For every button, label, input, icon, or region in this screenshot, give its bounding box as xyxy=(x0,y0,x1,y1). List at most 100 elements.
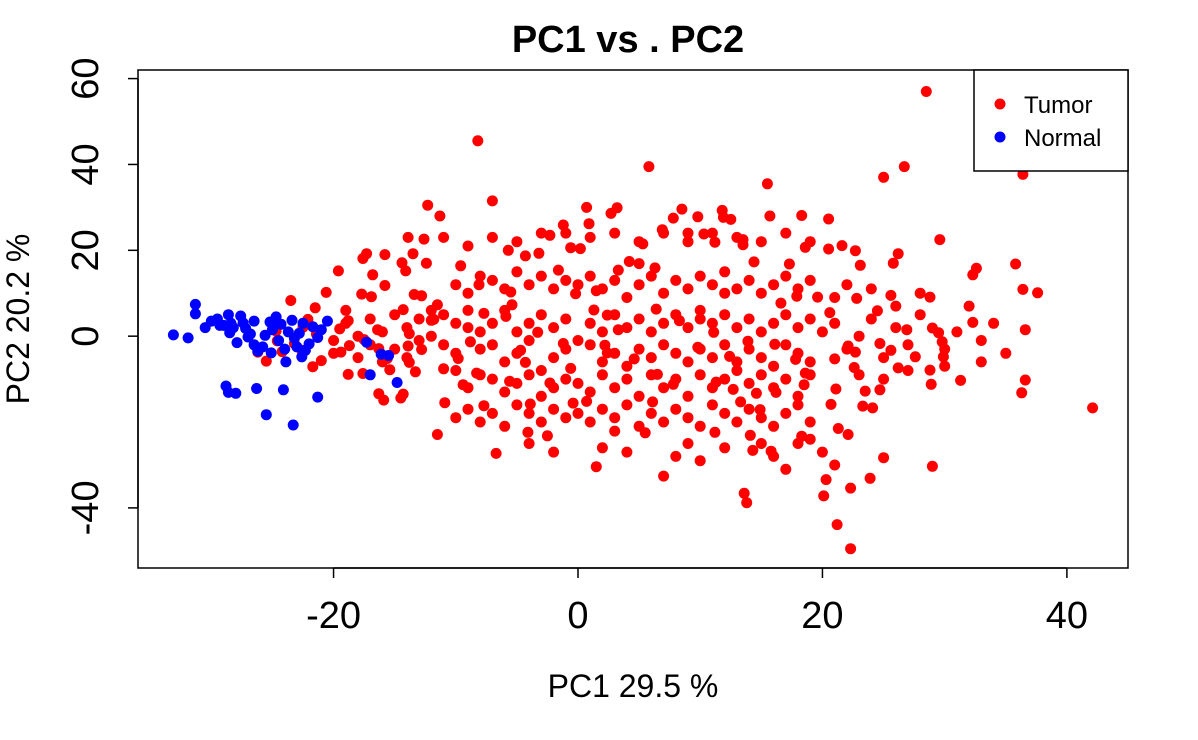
point-tumor-299 xyxy=(621,373,633,385)
point-tumor-394 xyxy=(450,412,462,424)
point-tumor-412 xyxy=(878,373,890,385)
point-tumor-191 xyxy=(567,397,579,409)
point-tumor-397 xyxy=(853,330,865,342)
point-tumor-156 xyxy=(342,368,354,380)
point-tumor-411 xyxy=(865,283,877,295)
point-normal-22 xyxy=(266,324,278,336)
point-tumor-423 xyxy=(804,433,816,445)
point-tumor-150 xyxy=(628,353,640,365)
point-tumor-260 xyxy=(499,304,511,316)
point-tumor-432 xyxy=(523,438,535,449)
point-tumor-236 xyxy=(584,339,596,351)
point-tumor-56 xyxy=(1010,258,1022,270)
point-tumor-86 xyxy=(309,302,321,314)
point-tumor-212 xyxy=(878,452,890,464)
point-tumor-40 xyxy=(407,248,419,260)
point-tumor-355 xyxy=(560,274,572,286)
point-tumor-359 xyxy=(511,266,523,278)
point-tumor-319 xyxy=(376,326,388,338)
point-tumor-251 xyxy=(768,360,780,372)
point-tumor-48 xyxy=(357,253,369,264)
point-tumor-18 xyxy=(823,213,835,225)
point-tumor-402 xyxy=(914,309,926,321)
point-tumor-408 xyxy=(829,292,841,303)
point-tumor-275 xyxy=(706,317,718,329)
point-tumor-404 xyxy=(951,326,963,338)
point-tumor-78 xyxy=(851,292,863,304)
point-tumor-421 xyxy=(829,459,841,471)
point-tumor-349 xyxy=(743,274,755,286)
point-tumor-347 xyxy=(719,266,731,278)
point-normal-56 xyxy=(383,350,395,361)
point-tumor-268 xyxy=(621,322,633,334)
point-tumor-327 xyxy=(401,352,413,364)
point-normal-24 xyxy=(273,335,285,346)
point-tumor-225 xyxy=(560,343,572,355)
point-normal-48 xyxy=(269,314,281,326)
point-tumor-231 xyxy=(486,339,498,351)
point-tumor-285 xyxy=(560,373,572,385)
point-tumor-207 xyxy=(832,423,844,434)
point-tumor-437 xyxy=(658,227,670,239)
point-tumor-81 xyxy=(1017,283,1029,295)
point-tumor-339 xyxy=(621,292,633,303)
point-tumor-439 xyxy=(706,227,718,239)
point-tumor-369 xyxy=(621,399,633,411)
point-tumor-293 xyxy=(462,382,474,394)
point-tumor-263 xyxy=(462,304,474,316)
point-tumor-440 xyxy=(731,231,743,243)
point-tumor-425 xyxy=(719,442,731,454)
point-tumor-47 xyxy=(892,248,904,260)
point-tumor-0 xyxy=(920,86,932,97)
point-tumor-371 xyxy=(645,407,657,419)
point-tumor-307 xyxy=(719,373,731,385)
point-tumor-30 xyxy=(402,231,414,243)
point-tumor-79 xyxy=(885,289,897,301)
point-tumor-153 xyxy=(909,351,921,363)
point-tumor-182 xyxy=(874,384,886,396)
point-tumor-353 xyxy=(792,283,804,295)
point-tumor-444 xyxy=(535,227,547,239)
point-tumor-196 xyxy=(825,398,837,410)
point-tumor-210 xyxy=(747,444,759,456)
point-tumor-19 xyxy=(667,212,679,224)
point-tumor-283 xyxy=(804,313,816,325)
point-tumor-14 xyxy=(605,207,617,219)
x-axis-label: PC1 29.5 % xyxy=(548,668,719,704)
point-tumor-417 xyxy=(975,356,987,368)
point-tumor-294 xyxy=(450,365,462,376)
point-normal-3 xyxy=(189,308,201,320)
point-normal-8 xyxy=(222,309,234,321)
point-normal-58 xyxy=(391,377,403,388)
point-tumor-392 xyxy=(474,416,486,428)
point-tumor-291 xyxy=(486,373,498,385)
point-normal-11 xyxy=(227,322,239,334)
point-tumor-189 xyxy=(478,400,490,412)
point-tumor-334 xyxy=(438,309,450,321)
point-tumor-380 xyxy=(755,412,767,424)
point-tumor-356 xyxy=(548,283,560,295)
point-tumor-1 xyxy=(472,135,484,147)
point-tumor-309 xyxy=(743,377,755,389)
x-axis: -20 0 20 40 xyxy=(306,567,1088,637)
point-normal-46 xyxy=(287,419,299,431)
point-tumor-384 xyxy=(804,416,816,428)
point-tumor-271 xyxy=(658,317,670,329)
point-tumor-65 xyxy=(612,264,624,276)
point-tumor-405 xyxy=(975,335,987,346)
point-tumor-51 xyxy=(623,256,635,267)
point-tumor-232 xyxy=(474,343,486,355)
point-tumor-104 xyxy=(694,313,706,325)
point-tumor-92 xyxy=(588,304,600,316)
point-tumor-360 xyxy=(499,283,511,295)
point-tumor-82 xyxy=(1032,287,1044,299)
point-tumor-441 xyxy=(755,236,767,248)
point-normal-42 xyxy=(251,383,263,394)
point-tumor-159 xyxy=(409,366,421,378)
point-tumor-348 xyxy=(731,283,743,295)
point-tumor-386 xyxy=(548,403,560,415)
point-tumor-200 xyxy=(522,426,534,438)
point-tumor-179 xyxy=(798,379,810,391)
point-tumor-430 xyxy=(596,442,608,454)
point-tumor-273 xyxy=(682,322,694,334)
